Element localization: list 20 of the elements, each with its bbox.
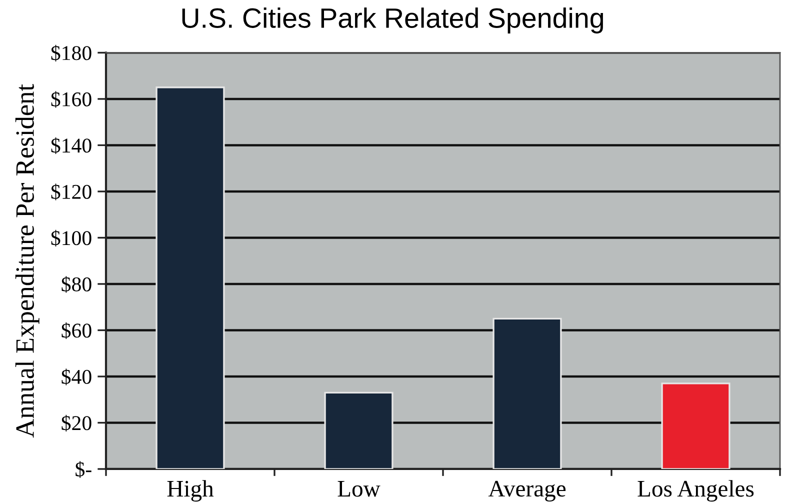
chart-title: U.S. Cities Park Related Spending (182, 8, 604, 34)
y-tick-label: $20 (62, 414, 92, 432)
x-tick-label: Average (488, 480, 566, 502)
y-tick-label: $40 (62, 368, 92, 386)
y-tick-label: $80 (62, 276, 92, 293)
bar (324, 392, 394, 469)
y-tick-label: $160 (51, 91, 92, 108)
bar (492, 318, 562, 469)
x-tick-label: Los Angeles (638, 480, 754, 502)
bar (156, 86, 225, 469)
y-tick-label: $120 (51, 184, 92, 200)
y-tick-label: $180 (51, 44, 92, 62)
y-tick-label: $140 (51, 137, 92, 154)
y-tick-label: $- (76, 461, 92, 478)
x-tick-label: High (167, 480, 214, 502)
x-tick-label: Low (338, 481, 380, 497)
y-axis-title: Annual Expenditure Per Resident (15, 84, 40, 438)
bar (661, 382, 730, 469)
y-tick-label: $100 (51, 230, 92, 247)
y-tick-label: $60 (62, 322, 92, 340)
